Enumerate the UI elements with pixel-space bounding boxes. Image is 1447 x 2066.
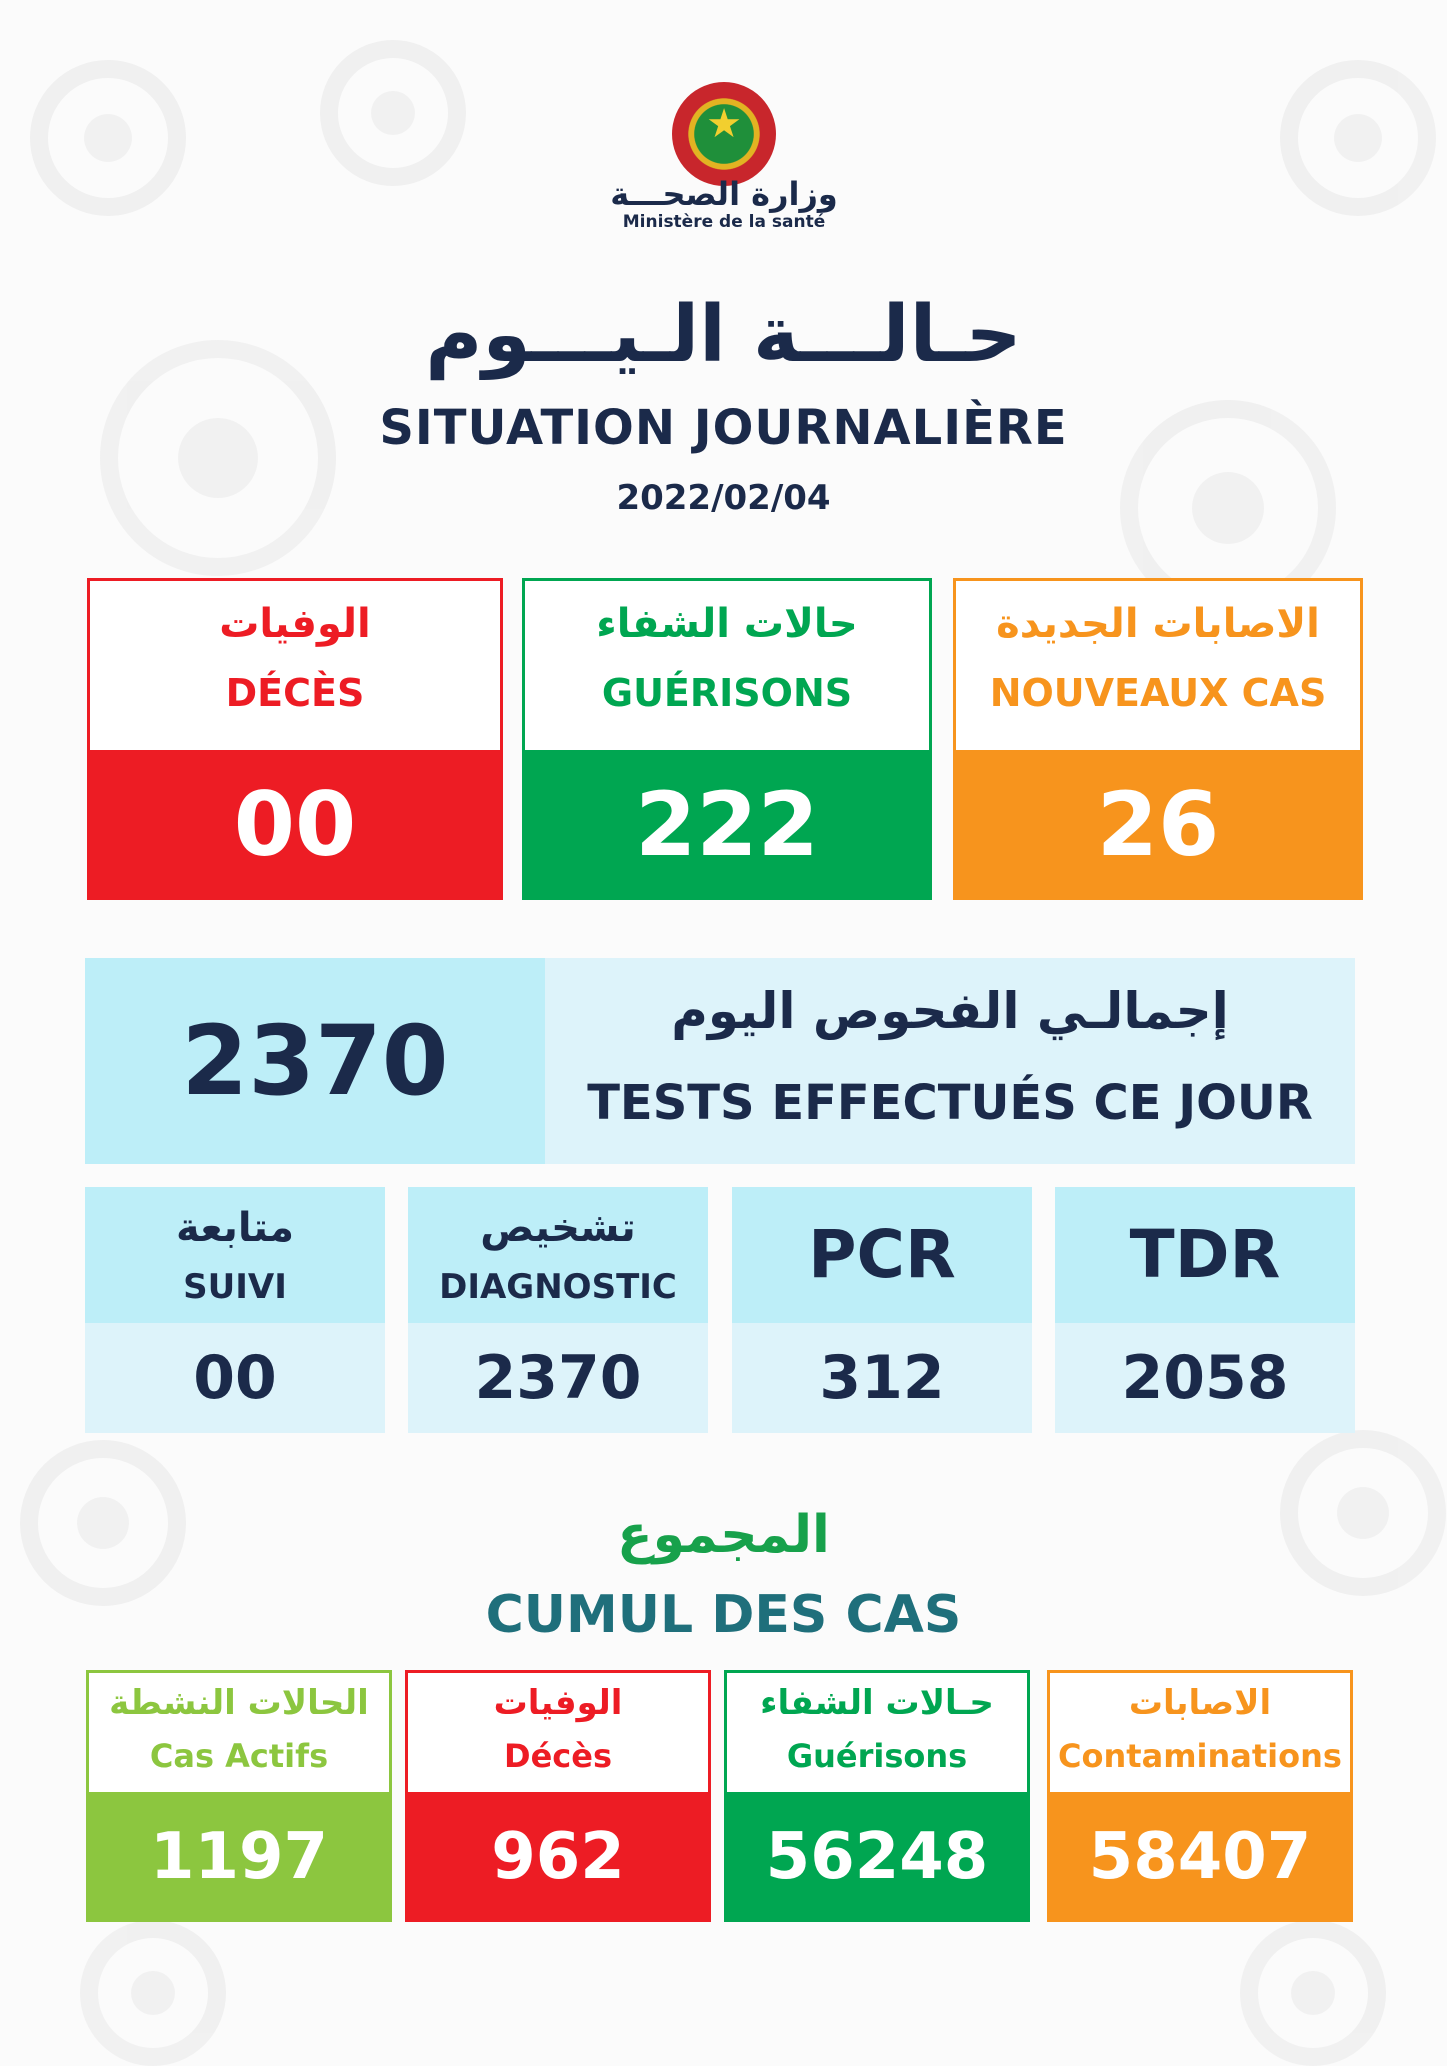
- virus-background-icon: [80, 1920, 226, 2066]
- contaminations-value: 58407: [1047, 1792, 1353, 1922]
- daily-recoveries-card: حالات الشفاء GUÉRISONS 222: [522, 578, 932, 900]
- active-cases-label-french: Cas Actifs: [149, 1737, 329, 1775]
- virus-background-icon: [1280, 60, 1436, 216]
- daily-deaths-value: 00: [87, 750, 503, 900]
- virus-background-icon: [320, 40, 466, 186]
- daily-deaths-label-arabic: الوفيات: [219, 601, 371, 647]
- cumul-deaths-card: الوفيات Décès 962: [405, 1670, 711, 1922]
- national-emblem-icon: ★: [672, 82, 776, 186]
- tests-pcr-card: PCR 312: [732, 1187, 1032, 1433]
- virus-background-icon: [1280, 1430, 1446, 1596]
- diagnostic-value: 2370: [408, 1323, 708, 1433]
- cumul-recoveries-card: حـالات الشفاء Guérisons 56248: [724, 1670, 1030, 1922]
- daily-new-cases-value: 26: [953, 750, 1363, 900]
- report-date: 2022/02/04: [616, 478, 831, 518]
- tdr-label: TDR: [1129, 1216, 1281, 1293]
- diagnostic-label-french: DIAGNOSTIC: [439, 1267, 677, 1307]
- contaminations-label-arabic: الاصابات: [1128, 1683, 1272, 1723]
- cumul-recoveries-label-french: Guérisons: [786, 1737, 968, 1775]
- pcr-label: PCR: [808, 1216, 956, 1293]
- daily-deaths-card: الوفيات DÉCÈS 00: [87, 578, 503, 900]
- tests-total-value: 2370: [85, 958, 545, 1164]
- ministry-name-arabic: وزارة الصحـــة: [610, 175, 838, 213]
- daily-new-cases-label-french: NOUVEAUX CAS: [989, 671, 1327, 715]
- suivi-value: 00: [85, 1323, 385, 1433]
- tests-label-french: TESTS EFFECTUÉS CE JOUR: [587, 1075, 1313, 1131]
- virus-background-icon: [20, 1440, 186, 1606]
- active-cases-label-arabic: الحالات النشطة: [109, 1683, 369, 1723]
- daily-new-cases-label-arabic: الاصابات الجديدة: [996, 601, 1320, 647]
- cumul-active-cases-card: الحالات النشطة Cas Actifs 1197: [86, 1670, 392, 1922]
- tests-suivi-card: متابعة SUIVI 00: [85, 1187, 385, 1433]
- daily-recoveries-label-arabic: حالات الشفاء: [596, 601, 858, 647]
- cumul-contaminations-card: الاصابات Contaminations 58407: [1047, 1670, 1353, 1922]
- suivi-label-arabic: متابعة: [176, 1205, 294, 1251]
- pcr-value: 312: [732, 1323, 1032, 1433]
- cumul-deaths-value: 962: [405, 1792, 711, 1922]
- ministry-name-french: Ministère de la santé: [622, 212, 826, 232]
- virus-background-icon: [1240, 1920, 1386, 2066]
- suivi-label-french: SUIVI: [183, 1267, 287, 1307]
- daily-recoveries-label-french: GUÉRISONS: [601, 671, 853, 715]
- cumul-title-french: CUMUL DES CAS: [485, 1585, 962, 1645]
- contaminations-label-french: Contaminations: [1058, 1737, 1342, 1775]
- tests-tdr-card: TDR 2058: [1055, 1187, 1355, 1433]
- cumul-deaths-label-french: Décès: [504, 1737, 612, 1775]
- cumul-recoveries-value: 56248: [724, 1792, 1030, 1922]
- active-cases-value: 1197: [86, 1792, 392, 1922]
- tests-label-arabic: إجمالـي الفحوص اليوم: [671, 982, 1229, 1040]
- tdr-value: 2058: [1055, 1323, 1355, 1433]
- page-title-arabic: حـالـــة الـيـــوم: [425, 290, 1022, 380]
- diagnostic-label-arabic: تشخيص: [480, 1205, 636, 1251]
- tests-diagnostic-card: تشخيص DIAGNOSTIC 2370: [408, 1187, 708, 1433]
- cumul-deaths-label-arabic: الوفيات: [493, 1683, 623, 1723]
- cumul-title-arabic: المجموع: [617, 1505, 830, 1565]
- page-title-french: SITUATION JOURNALIÈRE: [379, 400, 1068, 456]
- virus-background-icon: [30, 60, 186, 216]
- daily-recoveries-value: 222: [522, 750, 932, 900]
- daily-deaths-label-french: DÉCÈS: [225, 671, 365, 715]
- cumul-recoveries-label-arabic: حـالات الشفاء: [760, 1683, 994, 1723]
- daily-new-cases-card: الاصابات الجديدة NOUVEAUX CAS 26: [953, 578, 1363, 900]
